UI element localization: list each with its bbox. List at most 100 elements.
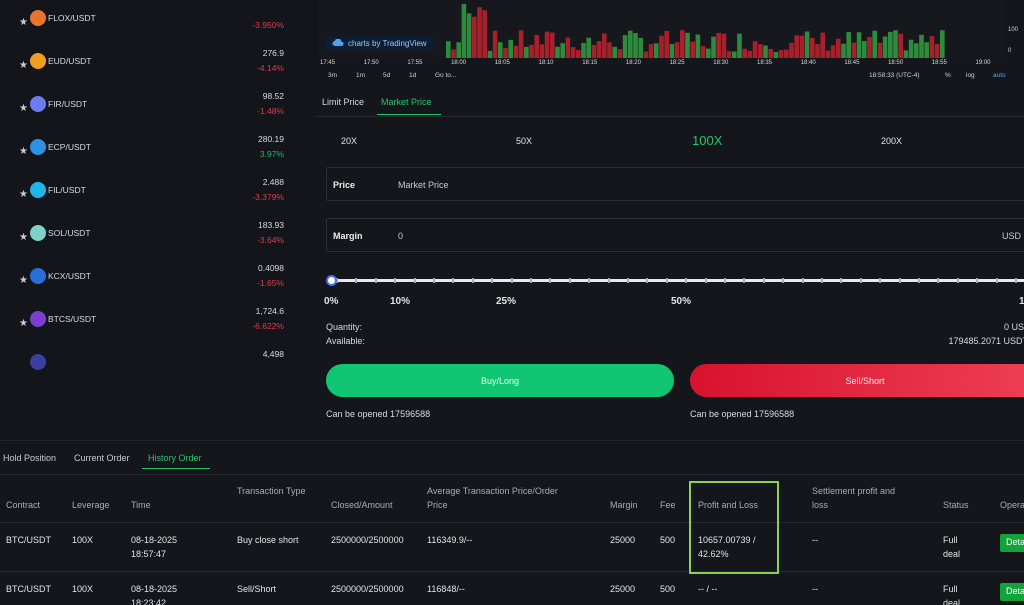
- range-5d[interactable]: 5d: [383, 72, 391, 79]
- volume-bar: [664, 30, 669, 58]
- buy-long-button[interactable]: Buy/Long: [326, 364, 674, 397]
- star-icon[interactable]: ★: [19, 232, 28, 243]
- leverage-200x[interactable]: 200X: [881, 136, 903, 146]
- volume-bar: [487, 50, 493, 58]
- slider-tick: [782, 278, 785, 283]
- star-icon[interactable]: ★: [19, 189, 28, 200]
- chart-plot[interactable]: [318, 0, 1006, 58]
- slider-mark-25[interactable]: 25%: [496, 296, 517, 307]
- volume-bar: [924, 42, 929, 58]
- slider-mark-10[interactable]: 10%: [390, 296, 411, 307]
- scale-percent[interactable]: %: [945, 72, 951, 79]
- scale-log[interactable]: log: [966, 72, 975, 79]
- leverage-20x[interactable]: 20X: [341, 136, 358, 146]
- volume-bar: [784, 49, 789, 58]
- slider-tick: [336, 278, 338, 283]
- slider-mark-0[interactable]: 0%: [324, 296, 339, 307]
- volume-bar: [503, 47, 508, 58]
- range-3m[interactable]: 3m: [328, 72, 338, 79]
- margin-input[interactable]: 0: [398, 231, 404, 241]
- x-tick-label: 17:45: [320, 60, 336, 66]
- tab-market-price[interactable]: Market Price: [381, 97, 432, 107]
- volume-bar: [841, 43, 846, 58]
- range-goto[interactable]: Go to...: [435, 72, 457, 79]
- cell-price: 116848/--: [427, 584, 465, 594]
- leverage-50x[interactable]: 50X: [516, 136, 533, 146]
- col-closed-amount: Closed/Amount: [331, 500, 393, 510]
- volume-bar: [763, 45, 768, 58]
- slider-tick: [976, 278, 979, 283]
- volume-bar: [929, 36, 935, 58]
- price-chart[interactable]: 100 0 charts by TradingView 17:45 17:50 17…: [318, 0, 1024, 82]
- volume-bar: [695, 34, 701, 58]
- tradingview-attribution[interactable]: charts by TradingView: [326, 36, 433, 50]
- market-item[interactable]: ★ FIR/USDT 98.52 -1.48%: [0, 91, 300, 146]
- cell-profit-loss: 10657.00739 / 42.62%: [698, 535, 756, 559]
- volume-bar: [789, 42, 794, 58]
- margin-field[interactable]: Margin 0 USD: [326, 218, 1024, 252]
- tab-current-order[interactable]: Current Order: [74, 453, 130, 463]
- cell-profit-loss: -- / --: [698, 584, 718, 594]
- range-1m[interactable]: 1m: [356, 72, 366, 79]
- volume-bar: [830, 45, 836, 58]
- star-icon[interactable]: ★: [19, 17, 28, 28]
- x-tick-label: 18:10: [538, 60, 554, 66]
- leverage-100x[interactable]: 100X: [692, 133, 723, 148]
- volume-bar: [851, 42, 857, 58]
- tab-limit-price[interactable]: Limit Price: [322, 97, 365, 107]
- star-icon[interactable]: ★: [19, 275, 28, 286]
- cell-leverage: 100X: [72, 584, 94, 594]
- volume-bar: [518, 30, 524, 58]
- price-field[interactable]: Price Market Price: [326, 167, 1024, 201]
- margin-slider-thumb[interactable]: [326, 275, 337, 286]
- margin-slider-track[interactable]: [330, 279, 1024, 282]
- chart-y-axis: 100 0: [1006, 0, 1024, 58]
- divider: [0, 522, 1024, 523]
- market-list: ★ FLOX/USDT -3.950% ★ EUD/USDT 276.9 -4.14% ★ FI…: [0, 0, 300, 440]
- x-tick-label: 18:45: [844, 60, 860, 66]
- order-entry-panel: Limit Price Market Price 20X 50X 100X 20…: [316, 82, 1024, 440]
- tab-hold-position[interactable]: Hold Position: [3, 453, 57, 463]
- volume-bar: [565, 37, 571, 58]
- x-tick-label: 17:55: [407, 60, 423, 66]
- col-fee: Fee: [660, 500, 676, 510]
- market-item[interactable]: ★ FLOX/USDT -3.950%: [0, 10, 300, 60]
- x-tick-label: 17:50: [363, 60, 379, 66]
- details-button[interactable]: Deta: [1000, 583, 1024, 601]
- cell-leverage: 100X: [72, 535, 94, 545]
- slider-tick: [918, 278, 920, 283]
- slider-tick: [821, 278, 823, 283]
- star-icon[interactable]: ★: [19, 60, 28, 71]
- volume-bar: [513, 45, 519, 58]
- star-icon[interactable]: ★: [19, 103, 28, 114]
- margin-unit: USD: [1001, 231, 1021, 241]
- slider-tick: [859, 278, 862, 283]
- volume-bar: [456, 42, 461, 58]
- star-icon[interactable]: ★: [19, 146, 28, 157]
- cell-amount: 2500000/2500000: [331, 535, 404, 545]
- sell-short-button[interactable]: Sell/Short: [690, 364, 1024, 397]
- market-item[interactable]: ★ KCX/USDT 0.4098 -1.65%: [0, 263, 300, 318]
- slider-mark-50[interactable]: 50%: [671, 296, 692, 307]
- slider-tick: [549, 278, 552, 283]
- market-item[interactable]: ★ BTCS/USDT 1,724.6 -6.622%: [0, 306, 300, 361]
- volume-bar: [617, 49, 623, 58]
- market-item[interactable]: 4,498: [0, 349, 300, 404]
- scale-auto[interactable]: auto: [993, 72, 1006, 79]
- coin-logo-icon: [30, 268, 46, 284]
- details-button[interactable]: Deta: [1000, 534, 1024, 552]
- volume-bar: [555, 46, 560, 58]
- slider-mark-100[interactable]: 1: [1019, 296, 1024, 307]
- slider-tick: [724, 278, 726, 283]
- star-icon[interactable]: ★: [19, 318, 28, 329]
- market-item[interactable]: ★ SOL/USDT 183.93 -3.64%: [0, 220, 300, 275]
- volume-bar: [867, 37, 872, 58]
- market-item[interactable]: ★ EUD/USDT 276.9 -4.14%: [0, 48, 300, 103]
- market-item[interactable]: ★ FIL/USDT 2.488 -3.379%: [0, 177, 300, 232]
- pair-name: FIL/USDT: [48, 185, 86, 195]
- range-1d[interactable]: 1d: [409, 72, 417, 79]
- tab-history-order[interactable]: History Order: [148, 453, 202, 463]
- market-item[interactable]: ★ ECP/USDT 280.19 3.97%: [0, 134, 300, 189]
- pair-name: SOL/USDT: [48, 228, 91, 238]
